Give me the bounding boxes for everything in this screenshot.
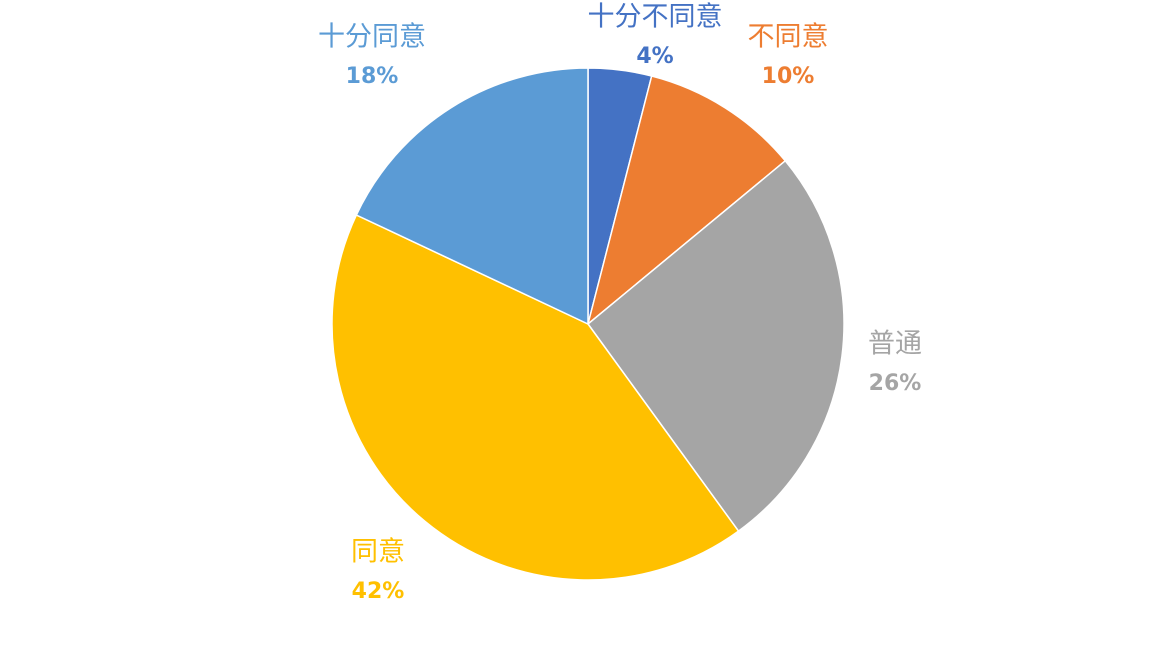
pie-slice <box>355 67 589 326</box>
value-label: 10% <box>762 64 815 89</box>
pie-slice <box>586 75 787 327</box>
pie-slice <box>586 159 845 533</box>
category-label: 十分同意 <box>318 22 426 53</box>
pie-slice <box>331 214 740 581</box>
category-label: 十分不同意 <box>588 2 723 33</box>
category-label: 不同意 <box>748 22 829 53</box>
value-label: 42% <box>352 579 405 604</box>
value-label: 26% <box>869 371 922 396</box>
category-label: 普通 <box>868 329 922 360</box>
category-label: 同意 <box>351 537 405 568</box>
value-label: 18% <box>346 64 399 89</box>
value-label: 4% <box>636 44 673 69</box>
